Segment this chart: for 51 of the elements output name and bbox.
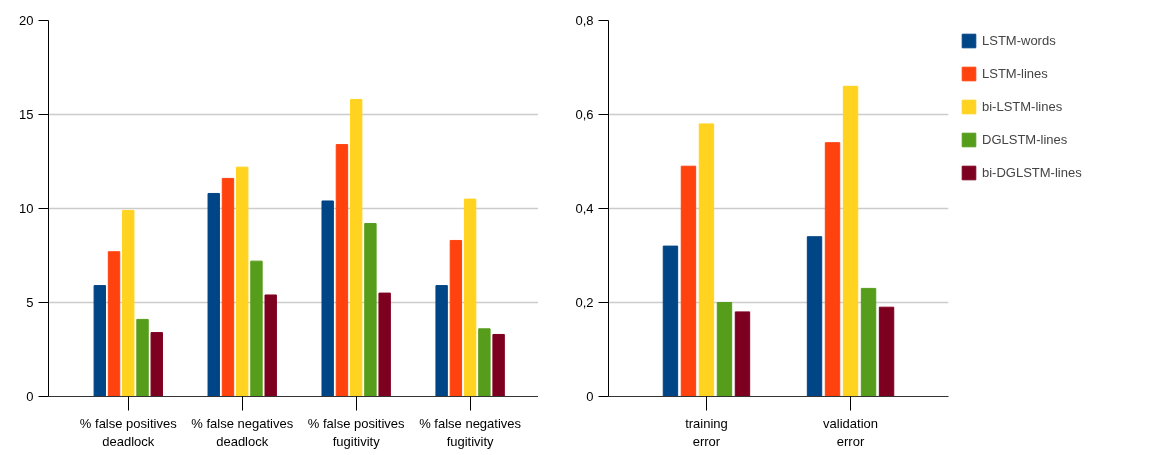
bar [463, 198, 477, 397]
y-tick-label: 20 [19, 13, 34, 28]
x-tick-label: validation error [823, 415, 879, 449]
x-tick-label: % false negatives deadlock [191, 415, 294, 449]
bar [335, 144, 349, 397]
bar [378, 292, 391, 397]
y-tick-label: 0,2 [575, 295, 594, 310]
y-tick-label: 0,4 [575, 201, 594, 216]
y-tick-label: 0 [586, 389, 594, 404]
bar [207, 192, 220, 397]
legend-label: LSTM-words [982, 33, 1056, 48]
bar [492, 333, 505, 397]
y-tick-label: 5 [26, 295, 34, 310]
bar [321, 200, 334, 397]
y-tick-label: 0,8 [575, 13, 594, 28]
bar [716, 302, 733, 397]
bar [860, 287, 877, 397]
bar [662, 245, 679, 397]
bar [122, 209, 135, 397]
bar [842, 85, 859, 397]
legend-label: bi-DGLSTM-lines [982, 165, 1082, 180]
bar [435, 285, 448, 397]
bar [236, 166, 249, 397]
x-tick-label: % false negatives fugitivity [419, 415, 522, 449]
bar [250, 260, 263, 397]
y-tick-label: 0 [26, 389, 34, 404]
bar [680, 165, 697, 397]
y-tick-label: 0,6 [575, 107, 594, 122]
bar [878, 306, 895, 397]
bar [107, 251, 121, 397]
bar [698, 123, 715, 397]
bar [364, 223, 377, 397]
y-tick-label: 10 [19, 201, 34, 216]
bar [824, 142, 841, 397]
bar [150, 332, 163, 397]
legend-label: bi-LSTM-lines [982, 99, 1063, 114]
bar [264, 294, 277, 397]
bar [449, 239, 463, 397]
y-tick-label: 15 [19, 107, 34, 122]
legend-label: LSTM-lines [982, 66, 1048, 81]
bar [221, 177, 235, 397]
bar [136, 318, 149, 397]
x-tick-label: % false positives fugitivity [307, 415, 406, 449]
bar [93, 285, 106, 397]
bar [806, 236, 823, 397]
x-tick-label: training error [685, 415, 728, 449]
bar [734, 311, 751, 397]
x-tick-label: % false positives deadlock [79, 415, 178, 449]
bar [349, 98, 363, 397]
legend-label: DGLSTM-lines [982, 132, 1068, 147]
bar [478, 328, 491, 397]
